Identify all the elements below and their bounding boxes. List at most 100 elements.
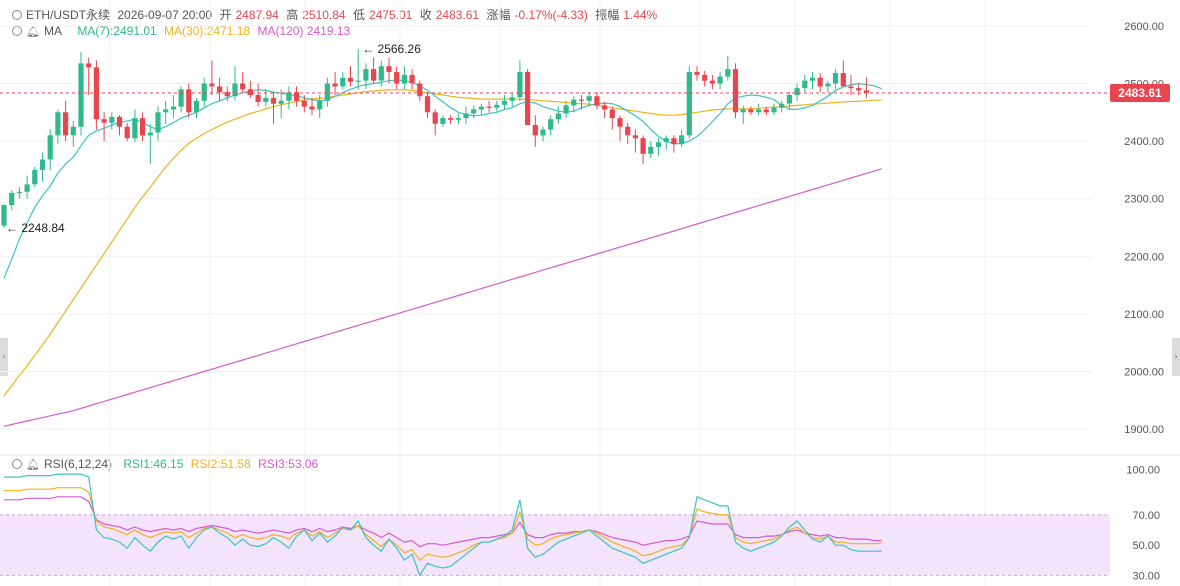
- high-label: 高: [286, 8, 299, 22]
- candle-body: [24, 184, 30, 192]
- rsi3-legend: RSI3:53.06: [258, 457, 319, 471]
- candle-body: [725, 69, 731, 77]
- ma-settings-icon[interactable]: [12, 26, 22, 36]
- candle-body: [863, 90, 869, 93]
- y-tick-label: 2300.00: [1124, 194, 1164, 206]
- y-tick-label: 2600.00: [1124, 21, 1164, 33]
- candle-body: [209, 83, 215, 87]
- candle-body: [856, 88, 862, 91]
- candle-body: [63, 112, 69, 136]
- candle-body: [155, 112, 161, 133]
- ma120-line: [3, 168, 882, 427]
- candle-body: [317, 100, 323, 110]
- low-value: 2475.01: [368, 8, 413, 22]
- candle-body: [617, 118, 623, 127]
- candle-body: [640, 138, 646, 154]
- candle-body: [509, 97, 515, 101]
- candle-body: [417, 83, 423, 97]
- candle-body: [671, 138, 677, 144]
- candle-body: [525, 72, 531, 125]
- ohlc-header: ETH/USDT永续 2026-09-07 20:00 开 2487.94 高 25…: [12, 6, 661, 23]
- candle-body: [694, 72, 700, 75]
- rsi-legend: 🔔︎ RSI(6,12,24) RSI1:46.15 RSI2:51.58 RSI…: [12, 457, 322, 471]
- rsi1-line: [4, 473, 882, 577]
- candle-body: [655, 142, 662, 147]
- candle-body: [394, 72, 400, 84]
- last-price-label: 2483.61: [1118, 86, 1162, 100]
- candle-body: [463, 113, 469, 119]
- candle-body: [709, 80, 715, 84]
- candle-body: [140, 118, 146, 136]
- ma120-legend: MA(120):2419.13: [257, 24, 351, 38]
- rsi1-legend: RSI1:46.15: [123, 457, 184, 471]
- candle-body: [563, 105, 569, 114]
- candle-body: [255, 95, 261, 102]
- candle-body: [840, 73, 846, 87]
- change-value: -0.17%(-4.33): [514, 8, 588, 22]
- open-label: 开: [219, 8, 232, 22]
- rsi-tick-label: 50.00: [1132, 540, 1160, 552]
- candle-body: [802, 80, 808, 89]
- candle-body: [301, 100, 307, 107]
- rsi-settings-icon[interactable]: [12, 459, 22, 469]
- scroll-left-handle[interactable]: ‹: [0, 338, 8, 376]
- ma-label: MA: [43, 24, 62, 38]
- candle-body: [809, 77, 816, 81]
- rsi-alert-bell-icon[interactable]: 🔔︎: [26, 459, 40, 471]
- y-tick-label: 1900.00: [1124, 424, 1164, 436]
- candle-body: [817, 77, 823, 87]
- datetime-label: 2026-09-07 20:00: [117, 8, 213, 22]
- candle-body: [101, 119, 107, 123]
- y-tick-label: 2400.00: [1124, 136, 1164, 148]
- candle-body: [548, 119, 554, 130]
- low-label: 低: [352, 8, 365, 22]
- candle-body: [432, 112, 438, 124]
- change-label: 涨幅: [486, 8, 511, 22]
- candle-body: [440, 118, 446, 124]
- symbol-label: ETH/USDT永续: [26, 8, 111, 22]
- candle-body: [555, 113, 561, 120]
- candle-body: [32, 169, 38, 185]
- candle-body: [55, 112, 61, 136]
- high-value: 2510.84: [302, 8, 346, 22]
- candle-body: [217, 86, 223, 93]
- candle-body: [78, 63, 84, 127]
- rsi3-line: [4, 496, 882, 548]
- candle-body: [178, 89, 184, 107]
- candle-body: [278, 100, 284, 104]
- candle-body: [686, 72, 692, 136]
- scroll-right-handle[interactable]: ›: [1172, 338, 1180, 376]
- candle-body: [39, 159, 46, 170]
- candle-body: [163, 109, 169, 113]
- candle-body: [517, 72, 523, 98]
- candle-body: [424, 96, 431, 113]
- candle-body: [594, 96, 600, 106]
- alert-bell-icon[interactable]: 🔔︎: [26, 26, 40, 38]
- candle-body: [748, 109, 754, 113]
- y-tick-label: 2100.00: [1124, 309, 1164, 321]
- candle-body: [324, 83, 330, 101]
- candle-body: [448, 118, 454, 120]
- candle-body: [232, 83, 238, 97]
- candle-body: [386, 66, 392, 72]
- candle-body: [732, 69, 739, 113]
- candle-body: [486, 106, 492, 108]
- candle-body: [170, 106, 176, 110]
- candle-body: [132, 118, 138, 139]
- rsi-label: RSI(6,12,24): [43, 457, 113, 471]
- min-price-annotation: ← 2248.84: [6, 221, 65, 235]
- candle-body: [478, 106, 484, 110]
- candle-body: [263, 97, 269, 102]
- candles: [1, 48, 869, 229]
- candle-body: [586, 96, 592, 101]
- settings-circle-icon[interactable]: [12, 10, 22, 20]
- open-value: 2487.94: [235, 8, 279, 22]
- candle-body: [332, 83, 338, 87]
- ma-legend: 🔔︎ MA MA(7):2491.01 MA(30):2471.18 MA(120…: [12, 24, 354, 38]
- rsi-tick-label: 100.00: [1126, 465, 1160, 477]
- candle-body: [494, 104, 500, 108]
- candle-body: [401, 74, 407, 84]
- candle-body: [378, 66, 384, 81]
- candle-body: [848, 86, 854, 89]
